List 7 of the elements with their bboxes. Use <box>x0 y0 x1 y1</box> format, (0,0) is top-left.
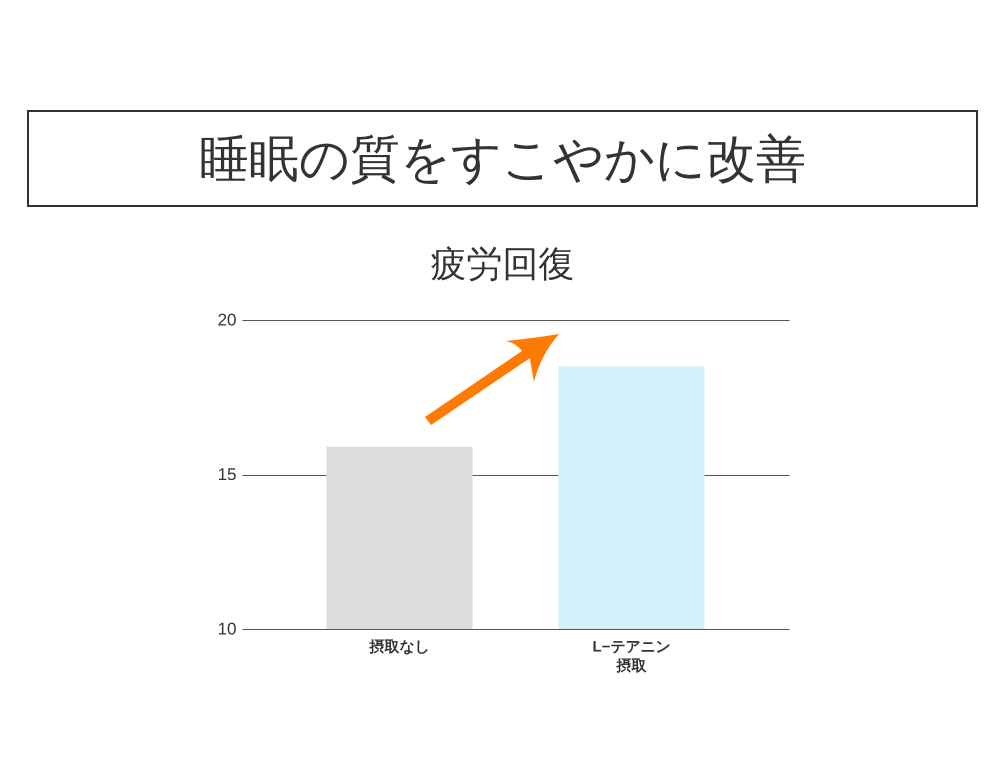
y-tick-label: 10 <box>218 620 236 638</box>
x-tick-label: L−テアニン摂取 <box>592 638 670 674</box>
x-tick-label: 摂取なし <box>368 638 430 656</box>
chart-subtitle: 疲労回復 <box>430 244 574 284</box>
y-tick-label: 15 <box>218 465 236 484</box>
chart-title: 睡眠の質をすこやかに改善 <box>199 131 806 187</box>
y-tick-label: 20 <box>218 310 236 330</box>
